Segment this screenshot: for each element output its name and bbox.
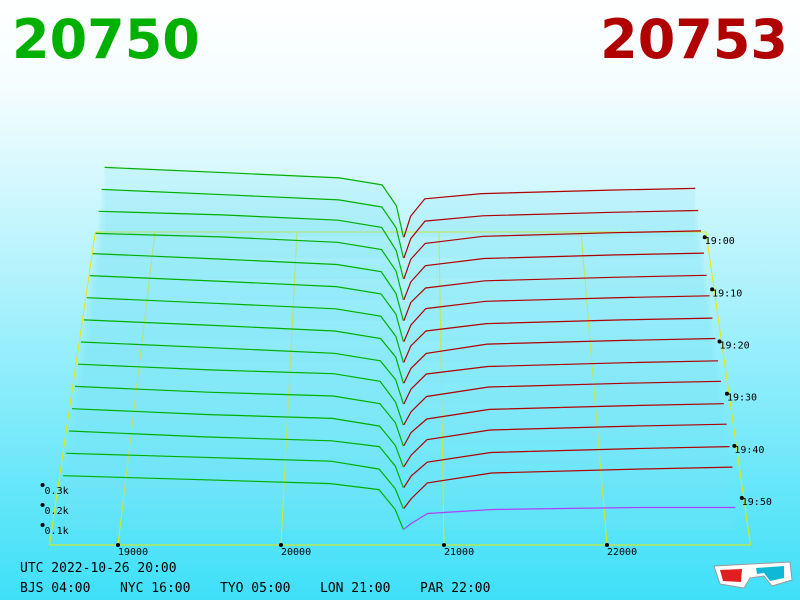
red-lens [720, 569, 742, 582]
depth-fill [403, 467, 733, 509]
city-time: PAR 22:00 [420, 581, 490, 596]
depth-fill [403, 253, 704, 300]
floor-edge [49, 231, 96, 546]
cyan-lens [756, 566, 784, 581]
tick-mark [702, 235, 707, 240]
depth-fill [403, 360, 719, 405]
depth-fill [75, 386, 404, 446]
bid-price: 20750 [12, 8, 200, 71]
city-time: TYO 05:00 [220, 581, 290, 596]
bid-depth-line [71, 408, 404, 468]
tick-mark [279, 543, 283, 547]
utc-time: UTC 2022-10-26 20:00 [20, 561, 177, 576]
floor-edge [705, 231, 751, 546]
tick-mark [739, 496, 744, 501]
y-tick-label: 0.2k [45, 506, 69, 517]
bid-depth-line [95, 232, 404, 300]
depth-fill [92, 253, 404, 321]
depth-fill [69, 431, 404, 488]
x-tick-label: 21000 [444, 547, 474, 558]
depth-fill [403, 295, 710, 342]
depth-fill [78, 364, 404, 426]
tick-mark [724, 391, 729, 396]
tick-mark [717, 339, 722, 344]
ask-depth-line [403, 380, 722, 426]
depth-fill [403, 446, 730, 488]
ask-depth-line [403, 423, 727, 468]
tick-mark [40, 483, 45, 487]
z-tick-label: 19:00 [705, 236, 735, 247]
depth-fill [89, 275, 404, 342]
city-time: LON 21:00 [320, 581, 390, 596]
bid-depth-line [74, 385, 404, 447]
tick-mark [116, 543, 120, 547]
depth-fill [95, 233, 404, 300]
depth-fill [403, 338, 716, 384]
depth-fill [80, 342, 404, 405]
ask-price: 20753 [600, 8, 788, 71]
bid-depth-line [69, 430, 404, 488]
depth-fill [403, 403, 724, 446]
tick-mark [710, 287, 715, 292]
plot: 19000 20000 21000 22000 19:00 19:10 19:20 19:30… [40, 166, 772, 558]
depth-fill [403, 318, 713, 363]
ask-depth-line [403, 317, 713, 363]
city-time: NYC 16:00 [120, 581, 190, 596]
ask-depth-line [403, 274, 707, 321]
tick-mark [40, 523, 45, 527]
depth-fill [98, 211, 404, 279]
bid-depth-line [101, 188, 405, 259]
bid-depth-line [80, 341, 404, 405]
bid-depth-line [89, 275, 404, 342]
ask-depth-line [403, 230, 702, 280]
x-tick-label: 20000 [281, 547, 311, 558]
y-tick-label: 0.1k [45, 526, 69, 537]
x-tick-label: 22000 [607, 547, 637, 558]
bid-depth-line [63, 475, 404, 530]
bid-depth-line [66, 452, 404, 509]
z-tick-label: 19:10 [712, 288, 742, 299]
bid-depth-line [92, 253, 404, 321]
tick-mark [605, 543, 609, 547]
ask-depth-line [403, 187, 696, 238]
ask-depth-line [403, 252, 704, 301]
depth-fill [403, 188, 696, 238]
depth-fill [63, 475, 404, 530]
ask-depth-line [403, 295, 710, 342]
depth-fill [403, 424, 727, 467]
city-time: BJS 04:00 [20, 581, 90, 596]
x-tick-label: 19000 [118, 547, 148, 558]
bid-depth-line [98, 210, 405, 280]
bid-depth-line [77, 363, 404, 426]
ask-depth-line [403, 403, 724, 447]
ask-depth-line [403, 446, 730, 488]
city-times: BJS 04:00 NYC 16:00 TYO 05:00 LON 21:00 PAR … [20, 581, 490, 596]
depth-fill [403, 230, 701, 279]
depth-fill [403, 507, 736, 530]
bid-depth-line [86, 297, 404, 363]
bid-depth-line [104, 166, 405, 238]
z-tick-label: 19:30 [727, 393, 757, 404]
ask-depth-line [403, 466, 733, 509]
z-tick-label: 19:40 [734, 445, 764, 456]
ask-depth-line [403, 337, 716, 384]
y-tick-label: 0.3k [45, 486, 69, 497]
z-tick-label: 19:50 [742, 497, 772, 508]
tick-mark [40, 503, 45, 507]
bid-depth-line [83, 319, 404, 384]
ask-depth-line [403, 360, 719, 405]
depth-fill [403, 275, 707, 321]
depth-fill [403, 381, 721, 426]
depth-fill [101, 189, 404, 259]
3d-glasses-icon [713, 561, 793, 589]
ask-depth-line [403, 209, 699, 259]
tick-mark [732, 443, 737, 448]
tick-mark [442, 543, 446, 547]
ask-depth-line [403, 506, 736, 530]
grid-line [580, 231, 608, 546]
z-tick-label: 19:20 [720, 341, 750, 352]
grid-line [438, 231, 445, 546]
